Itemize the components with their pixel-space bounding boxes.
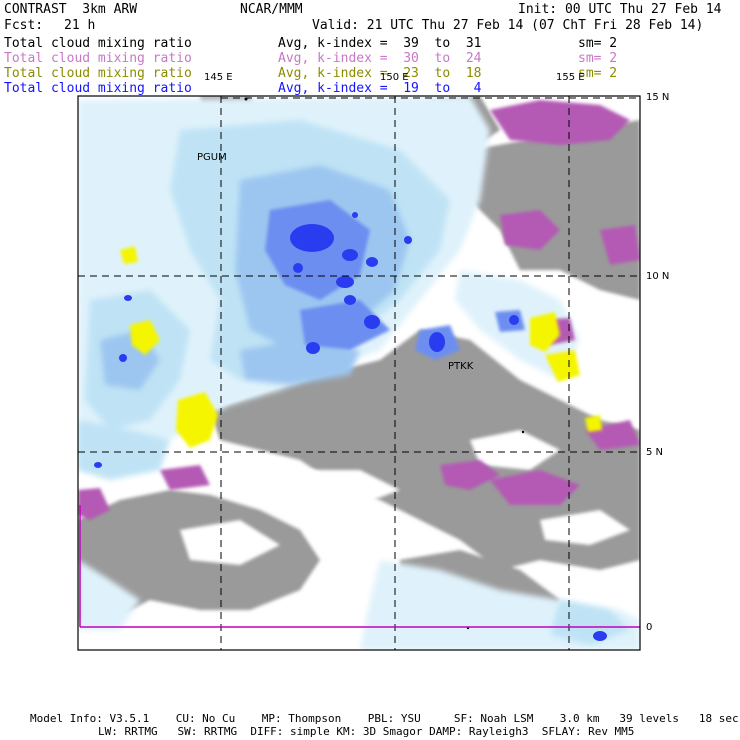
legend-kindex-2: Avg, k-index = 30 to 24	[278, 51, 482, 66]
legend-sm-3: sm= 2	[578, 66, 618, 81]
legend-sm-1: sm= 2	[578, 36, 618, 51]
map-field	[78, 96, 640, 650]
legend-field-1: Total cloud mixing ratio	[4, 36, 192, 51]
valid-time: Valid: 21 UTC Thu 27 Feb 14 (07 ChT Fri …	[312, 18, 704, 33]
station-label-ptkk: PTKK	[448, 361, 474, 372]
init-time: Init: 00 UTC Thu 27 Feb 14	[518, 2, 722, 17]
purple-cloud-field	[78, 100, 640, 520]
model-info-line-1: Model Info: V3.5.1 CU: No Cu MP: Thompso…	[30, 712, 739, 725]
yellow-cloud-field	[120, 246, 602, 448]
legend-kindex-3: Avg, k-index = 23 to 18	[278, 66, 482, 81]
legend-field-4: Total cloud mixing ratio	[4, 81, 192, 96]
legend-field-2: Total cloud mixing ratio	[4, 51, 192, 66]
clear-gaps	[180, 430, 630, 565]
center-label: NCAR/MMM	[240, 2, 303, 17]
equator-line	[79, 505, 640, 628]
fcst-label: Fcst:	[4, 18, 44, 33]
legend-kindex-4: Avg, k-index = 19 to 4	[278, 81, 482, 96]
grid-lines	[78, 96, 640, 650]
legend-field-3: Total cloud mixing ratio	[4, 66, 192, 81]
lon-label-155: 155 E	[556, 72, 585, 83]
lat-label-15n: 15 N	[646, 92, 670, 103]
lat-label-0: 0	[646, 622, 653, 633]
lat-label-5n: 5 N	[646, 447, 664, 458]
legend-sm-2: sm= 2	[578, 51, 618, 66]
legend-kindex-1: Avg, k-index = 39 to 31	[278, 36, 482, 51]
station-label-pgum: PGUM	[197, 152, 227, 163]
model-title: CONTRAST 3km ARW	[4, 2, 138, 17]
map-frame	[77, 95, 641, 651]
model-info-line-2: LW: RRTMG SW: RRTMG DIFF: simple KM: 3D …	[98, 725, 635, 738]
lon-label-150: 150 E	[380, 72, 409, 83]
lat-label-10n: 10 N	[646, 271, 670, 282]
lon-label-145: 145 E	[204, 72, 233, 83]
convective-cores	[94, 212, 607, 641]
fcst-value: 21 h	[64, 18, 96, 33]
